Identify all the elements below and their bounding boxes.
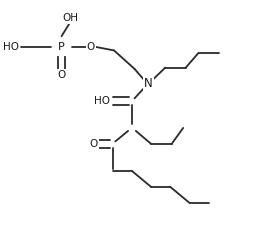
Text: HO: HO [94, 96, 110, 106]
Text: HO: HO [3, 42, 19, 52]
Text: OH: OH [62, 14, 79, 23]
Text: P: P [58, 42, 65, 52]
Text: O: O [57, 70, 66, 80]
Text: O: O [89, 139, 98, 149]
Text: N: N [144, 77, 153, 90]
Text: O: O [87, 42, 95, 52]
